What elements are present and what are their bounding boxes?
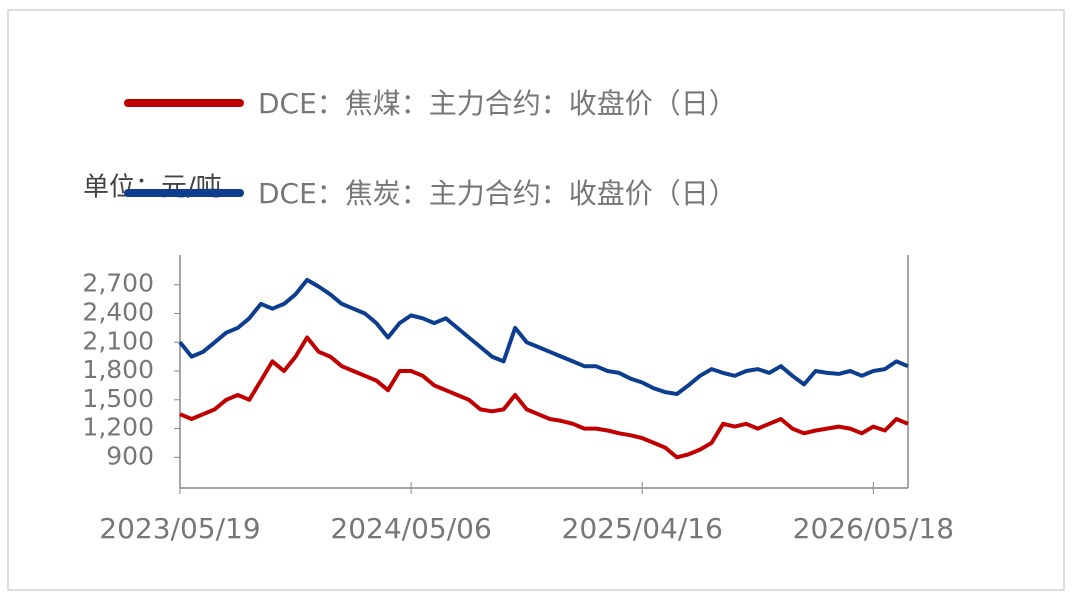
line bbox=[178, 277, 909, 396]
line bbox=[179, 335, 909, 460]
y-tick-label: 1,500 bbox=[82, 384, 154, 413]
x-tick-label: 2025/04/16 bbox=[562, 512, 723, 545]
y-tick-label: 2,100 bbox=[82, 326, 154, 355]
x-tick-label: 2026/05/18 bbox=[793, 512, 954, 545]
y-tick-label: 2,700 bbox=[82, 269, 154, 298]
y-tick-label: 1,200 bbox=[82, 413, 154, 442]
x-tick-label: 2024/05/06 bbox=[330, 512, 491, 545]
legend-label: DCE：焦炭：主力合约：收盘价（日） bbox=[258, 177, 737, 210]
y-tick-label: 900 bbox=[106, 441, 154, 470]
y-tick-label: 1,800 bbox=[82, 355, 154, 384]
x-tick-label: 2023/05/19 bbox=[99, 512, 260, 545]
unit-label: 单位：元/吨 bbox=[83, 173, 222, 203]
legend-label: DCE：焦煤：主力合约：收盘价（日） bbox=[258, 87, 737, 120]
y-tick-label: 2,400 bbox=[82, 297, 154, 326]
